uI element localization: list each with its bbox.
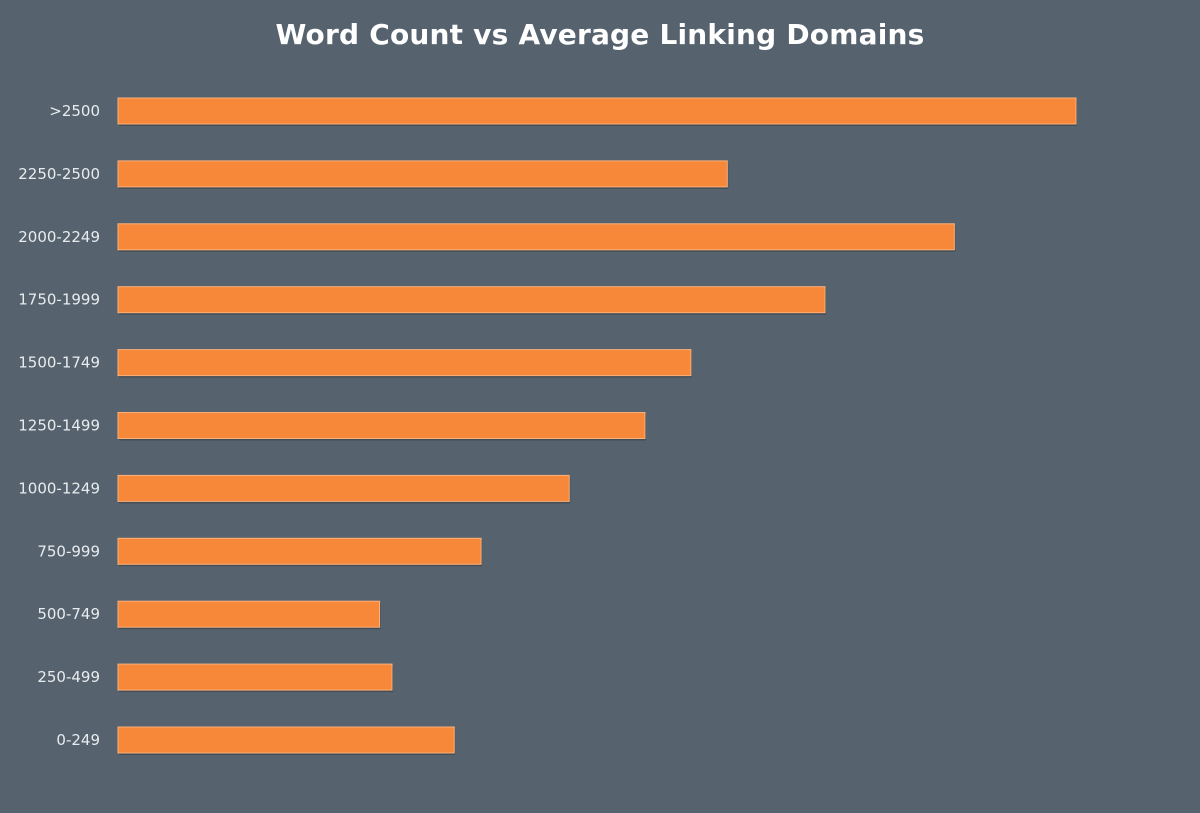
- category-label: 1000-1249: [18, 479, 100, 497]
- bar-250-499: [117, 663, 393, 691]
- bar-1000-1249: [117, 474, 570, 502]
- bar-750-999: [117, 537, 482, 565]
- category-label: 1500-1749: [18, 354, 100, 372]
- category-label: 750-999: [37, 542, 100, 560]
- bar-500-749: [117, 600, 381, 628]
- bar->2500: [117, 97, 1077, 125]
- category-label: 250-499: [37, 668, 100, 686]
- category-label: >2500: [49, 102, 100, 120]
- bar-1500-1749: [117, 349, 692, 377]
- bar-1750-1999: [117, 286, 826, 314]
- category-label: 2000-2249: [18, 228, 100, 246]
- category-label: 500-749: [37, 605, 100, 623]
- bar-1250-1499: [117, 412, 646, 439]
- category-label: 1250-1499: [18, 417, 100, 435]
- category-label: 1750-1999: [18, 291, 100, 309]
- bar-2000-2249: [117, 223, 955, 251]
- category-label: 0-249: [56, 731, 100, 749]
- bar-2250-2500: [117, 160, 728, 188]
- category-label: 2250-2500: [18, 165, 100, 183]
- bar-0-249: [117, 726, 455, 754]
- chart-title: Word Count vs Average Linking Domains: [275, 18, 925, 51]
